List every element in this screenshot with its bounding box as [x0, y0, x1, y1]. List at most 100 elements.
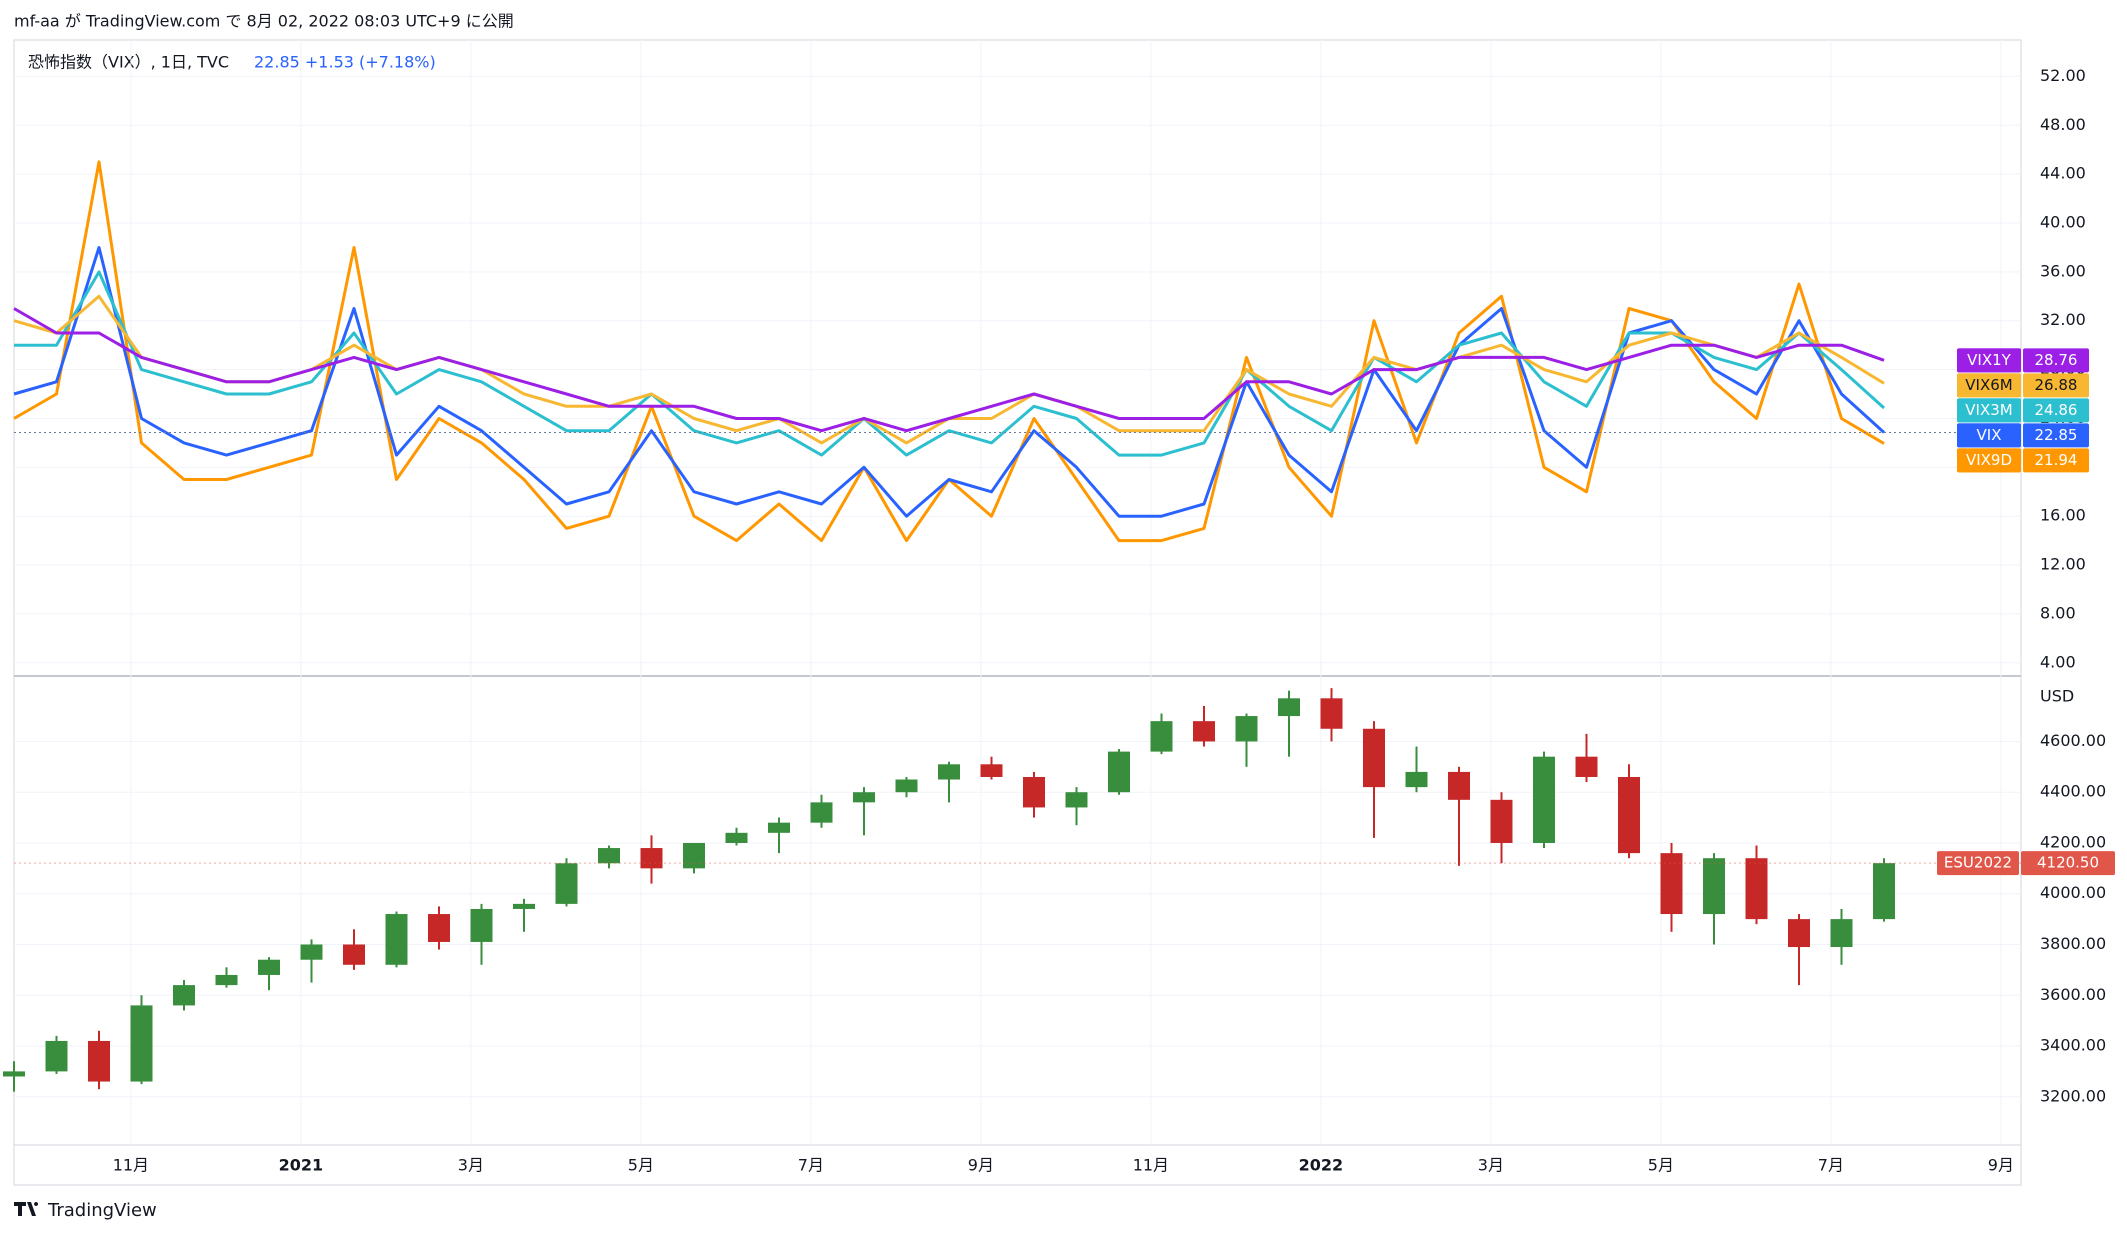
candle-body: [640, 848, 663, 869]
candle-body: [470, 908, 493, 942]
badge-value: 28.76: [2035, 351, 2078, 369]
y-tick-label: 32.00: [2040, 310, 2086, 329]
badge-name: ESU2022: [1944, 854, 2012, 872]
badge-name: VIX3M: [1965, 401, 2012, 419]
y-tick-label: 4.00: [2040, 652, 2076, 671]
candle-body: [1703, 858, 1725, 915]
unit-label: USD: [2040, 687, 2074, 706]
x-tick-label: 9月: [968, 1156, 994, 1175]
candle-body: [88, 1040, 110, 1082]
chart-title: 恐怖指数（VIX）, 1日, TVC: [28, 53, 229, 72]
y-tick-label: 4400.00: [2040, 782, 2106, 801]
candle-body: [1278, 698, 1300, 717]
series-line: [13, 246, 1886, 518]
candle-body: [513, 903, 535, 909]
candle-body: [1023, 776, 1045, 808]
candle-body: [725, 832, 748, 843]
candle-body: [768, 822, 790, 833]
quote: 22.85 +1.53 (+7.18%): [254, 53, 436, 72]
x-tick-label: 3月: [1478, 1156, 1504, 1175]
badge-name: VIX: [1977, 426, 2002, 444]
candle-body: [1873, 863, 1895, 920]
candle-body: [1448, 771, 1470, 800]
candle-body: [1533, 756, 1555, 843]
y-tick-label: 3800.00: [2040, 934, 2106, 953]
candle-body: [980, 764, 1003, 777]
candle-body: [1108, 751, 1130, 793]
brand-logo: [14, 1202, 39, 1216]
y-tick-label: 36.00: [2040, 261, 2086, 280]
candle-body: [173, 985, 195, 1006]
candle-body: [1320, 698, 1343, 729]
x-tick-label: 5月: [1648, 1156, 1674, 1175]
badge-value-bg: [2023, 348, 2089, 373]
y-tick-label: 4600.00: [2040, 731, 2106, 750]
y-tick-label: 52.00: [2040, 66, 2086, 85]
y-tick-label: 44.00: [2040, 164, 2086, 183]
candle-body: [45, 1040, 68, 1072]
y-tick-label: 3600.00: [2040, 985, 2106, 1004]
candle-body: [1660, 853, 1683, 915]
candle-body: [1193, 721, 1215, 742]
candle-body: [1405, 771, 1428, 788]
x-tick-label: 7月: [798, 1156, 824, 1175]
candle-body: [1363, 728, 1385, 788]
badge-value: 4120.50: [2037, 854, 2099, 872]
x-tick-label: 2022: [1299, 1156, 1344, 1175]
badge-value: 24.86: [2035, 401, 2078, 419]
x-tick-label: 2021: [279, 1156, 324, 1175]
series-line: [13, 307, 1885, 433]
badge-name: VIX9D: [1966, 451, 2012, 469]
y-tick-label: 3400.00: [2040, 1036, 2106, 1055]
candle-body: [1830, 919, 1853, 948]
y-tick-label: 3200.00: [2040, 1086, 2106, 1105]
badge-name-bg: [1957, 373, 2021, 398]
candle-body: [1235, 716, 1258, 742]
candle-body: [555, 863, 578, 904]
candle-body: [938, 764, 960, 780]
y-tick-label: 8.00: [2040, 603, 2076, 622]
badge-value-bg: [2023, 373, 2089, 398]
candle-body: [810, 802, 833, 823]
badge-value: 22.85: [2035, 426, 2078, 444]
candle-body: [1618, 776, 1640, 854]
candle-body: [1575, 756, 1598, 777]
y-tick-label: 48.00: [2040, 115, 2086, 134]
y-tick-label: 40.00: [2040, 213, 2086, 232]
candle-body: [1788, 919, 1810, 948]
candle-body: [1745, 858, 1768, 920]
candle-body: [130, 1005, 153, 1082]
badge-value-bg: [2023, 448, 2089, 473]
candle-body: [895, 779, 918, 793]
badge-name-bg: [1957, 398, 2021, 423]
x-tick-label: 9月: [1988, 1156, 2014, 1175]
badge-name-bg: [1957, 448, 2021, 473]
badge-name-bg: [1957, 423, 2021, 448]
badge-name: VIX6M: [1965, 376, 2012, 394]
candle-body: [1150, 721, 1173, 752]
badge-value: 21.94: [2035, 451, 2078, 469]
x-tick-label: 5月: [628, 1156, 654, 1175]
y-tick-label: 4200.00: [2040, 832, 2106, 851]
publisher: mf-aa が TradingView.com で 8月 02, 2022 08…: [14, 12, 514, 31]
brand: TradingView: [47, 1200, 157, 1221]
badge-name-bg: [1957, 348, 2021, 373]
candle-body: [385, 914, 408, 965]
badge-value-bg: [2023, 398, 2089, 423]
badge-value: 26.88: [2035, 376, 2078, 394]
y-tick-label: 16.00: [2040, 506, 2086, 525]
x-tick-label: 11月: [113, 1156, 149, 1175]
candle-body: [598, 848, 620, 864]
x-tick-label: 7月: [1818, 1156, 1844, 1175]
candle-body: [215, 974, 238, 986]
x-tick-label: 11月: [1133, 1156, 1169, 1175]
y-tick-label: 4000.00: [2040, 883, 2106, 902]
candle-body: [428, 914, 450, 942]
candle-body: [1065, 792, 1088, 808]
candle-body: [1490, 799, 1513, 843]
candle-body: [300, 944, 323, 960]
badge-value-bg: [2023, 423, 2089, 448]
